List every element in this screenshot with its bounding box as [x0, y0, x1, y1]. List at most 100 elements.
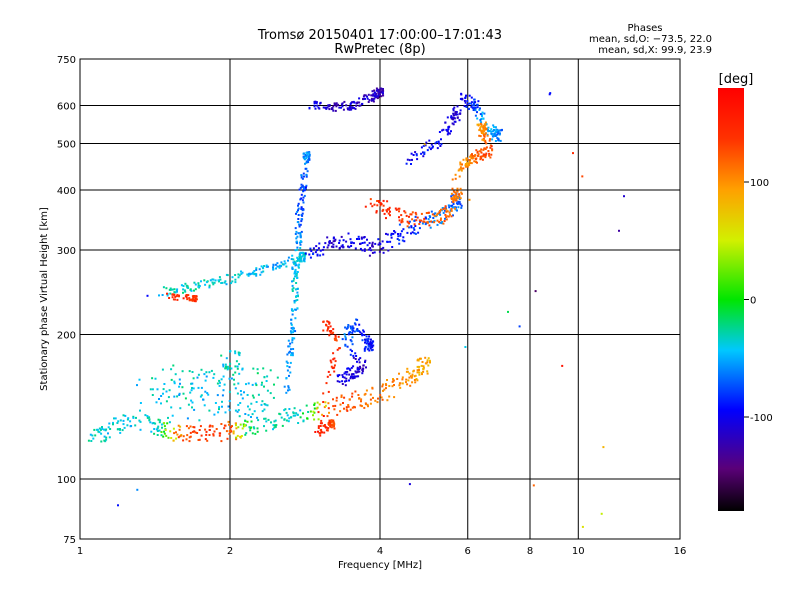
data-point — [178, 294, 180, 297]
data-point — [212, 434, 215, 437]
data-point — [367, 337, 370, 340]
data-point — [333, 425, 335, 427]
data-point — [294, 249, 297, 252]
data-point — [330, 421, 333, 424]
data-point — [136, 488, 139, 491]
data-point — [482, 154, 485, 157]
data-point — [397, 207, 400, 210]
data-point — [254, 432, 257, 435]
data-point — [356, 328, 359, 330]
data-point — [179, 425, 182, 428]
data-point — [476, 111, 478, 114]
data-point — [479, 122, 482, 125]
data-point — [335, 105, 338, 108]
data-point — [328, 423, 331, 426]
data-point — [222, 365, 225, 368]
data-point — [446, 210, 449, 213]
data-point — [479, 156, 482, 159]
data-point — [379, 88, 382, 91]
data-point — [548, 93, 551, 96]
data-point — [350, 340, 353, 343]
data-point — [344, 337, 347, 340]
data-point — [234, 274, 237, 276]
data-point — [172, 427, 175, 430]
data-point — [232, 373, 235, 376]
data-point — [451, 204, 454, 207]
data-point — [193, 281, 196, 284]
data-point — [349, 369, 352, 372]
data-point — [224, 424, 227, 427]
data-point — [411, 381, 414, 384]
data-point — [317, 427, 320, 429]
data-point — [480, 148, 483, 151]
data-point — [416, 216, 419, 219]
data-point — [492, 124, 495, 127]
data-point — [345, 104, 348, 107]
data-point — [290, 318, 293, 321]
data-point — [312, 414, 314, 417]
data-point — [276, 376, 279, 379]
data-point — [299, 223, 302, 226]
data-point — [382, 94, 385, 97]
data-point — [182, 288, 185, 291]
data-point — [265, 429, 268, 432]
data-point — [208, 371, 211, 374]
data-point — [260, 383, 263, 386]
data-point — [386, 233, 389, 236]
data-point — [333, 240, 336, 242]
data-point — [450, 130, 452, 133]
data-point — [457, 206, 460, 209]
data-point — [296, 246, 299, 249]
data-point — [298, 241, 301, 244]
data-point — [198, 285, 201, 287]
data-point — [420, 219, 422, 222]
data-point — [221, 394, 224, 397]
data-point — [410, 225, 413, 228]
data-point — [197, 285, 200, 288]
data-point — [442, 128, 445, 131]
data-point — [480, 113, 483, 116]
data-point — [173, 395, 176, 398]
data-point — [343, 372, 346, 375]
data-point — [398, 210, 400, 213]
data-point — [185, 296, 188, 299]
data-point — [334, 334, 337, 337]
data-point — [394, 207, 397, 210]
data-point — [175, 437, 178, 440]
data-point — [450, 192, 453, 195]
data-point — [220, 423, 223, 425]
data-point — [418, 223, 421, 225]
data-point — [474, 106, 477, 109]
data-point — [273, 426, 276, 429]
y-tick-label: 750 — [57, 55, 76, 66]
data-point — [160, 431, 163, 433]
data-point — [328, 108, 331, 111]
data-point — [272, 428, 274, 431]
data-point — [204, 438, 207, 441]
data-point — [253, 270, 256, 272]
data-point — [464, 346, 467, 348]
data-point — [360, 332, 363, 335]
data-point — [327, 427, 330, 430]
data-point — [386, 399, 389, 402]
data-point — [382, 389, 384, 392]
data-point — [418, 227, 421, 230]
data-point — [308, 151, 311, 154]
data-point — [353, 375, 356, 378]
data-point — [329, 373, 332, 376]
data-point — [337, 103, 340, 106]
data-point — [290, 322, 293, 325]
data-point — [445, 216, 448, 218]
data-point — [186, 417, 189, 420]
data-point — [466, 103, 469, 106]
data-point — [98, 427, 101, 430]
data-point — [304, 252, 307, 255]
data-point — [92, 437, 95, 440]
data-point — [334, 109, 337, 112]
data-point — [459, 112, 462, 115]
data-point — [332, 405, 335, 408]
data-point — [109, 428, 112, 430]
data-point — [189, 425, 192, 428]
data-point — [401, 219, 403, 222]
data-point — [193, 408, 196, 411]
